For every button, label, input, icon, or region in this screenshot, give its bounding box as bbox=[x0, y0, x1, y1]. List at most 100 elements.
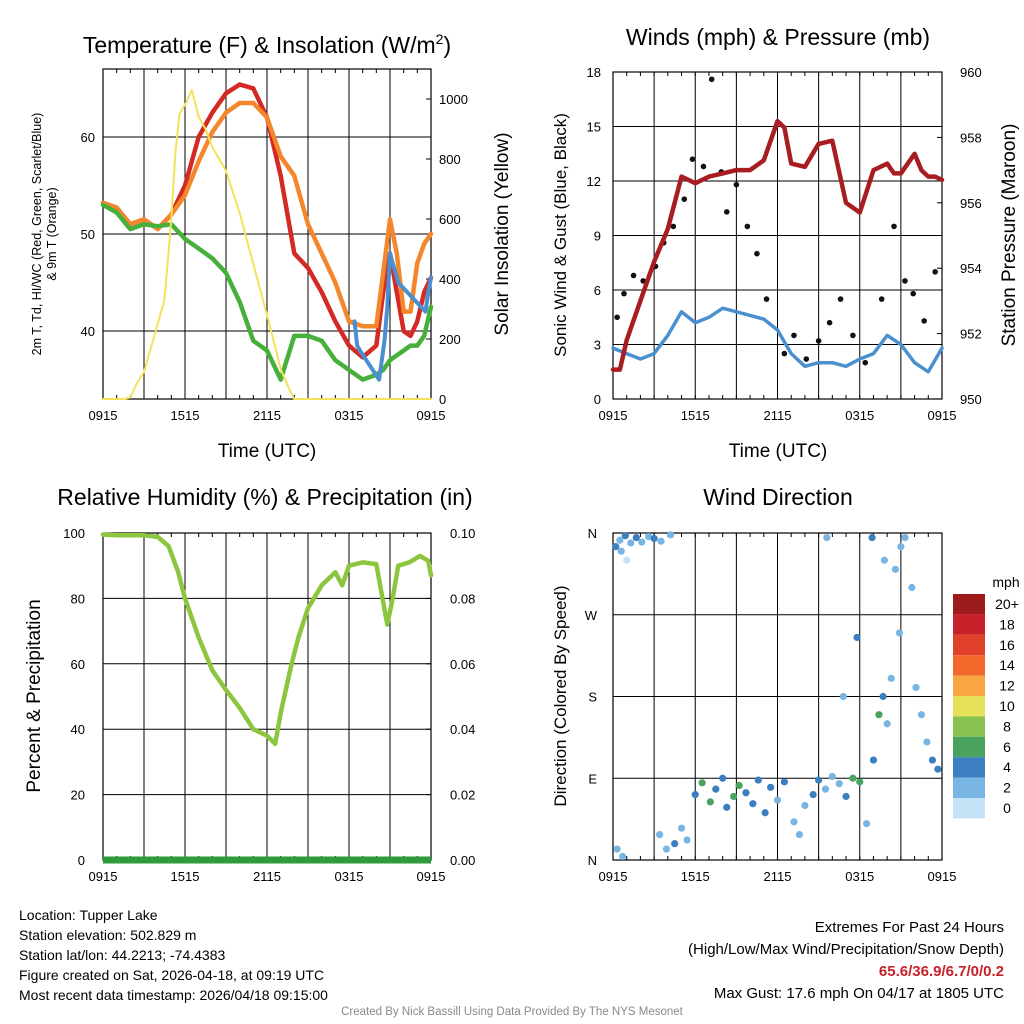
gust-point bbox=[754, 250, 760, 257]
direction-point bbox=[815, 776, 823, 784]
y-left-tick-label: 0 bbox=[78, 853, 85, 868]
x-tick-label: 1515 bbox=[171, 408, 200, 423]
colorbar-swatch bbox=[953, 757, 985, 778]
y-left-axis-label-2: & 9m T (Orange) bbox=[45, 187, 59, 280]
x-tick-label: 0315 bbox=[845, 408, 874, 423]
recent-timestamp: Most recent data timestamp: 2026/04/18 0… bbox=[19, 987, 328, 1003]
gust-point bbox=[902, 278, 908, 284]
colorbar-label: 12 bbox=[999, 678, 1015, 694]
gust-point bbox=[862, 359, 869, 366]
direction-point bbox=[767, 783, 775, 791]
x-tick-label: 0315 bbox=[845, 869, 874, 884]
y-left-tick-label: 40 bbox=[81, 324, 95, 339]
direction-point bbox=[645, 533, 653, 541]
station-info: Location: Tupper Lake Station elevation:… bbox=[19, 905, 328, 1005]
direction-point bbox=[719, 774, 727, 782]
credit-line: Created By Nick Bassill Using Data Provi… bbox=[341, 1006, 683, 1018]
y-right-tick-label: 800 bbox=[439, 152, 461, 167]
x-axis-label: Time (UTC) bbox=[729, 441, 828, 462]
chart-title-sup: 2 bbox=[436, 31, 444, 47]
colorbar-swatch bbox=[953, 798, 985, 819]
extremes-box: Extremes For Past 24 Hours (High/Low/Max… bbox=[688, 917, 1004, 1005]
x-tick-label: 0915 bbox=[599, 408, 628, 423]
gust-point bbox=[670, 223, 677, 230]
colorbar-label: 2 bbox=[1003, 780, 1011, 796]
y-right-tick-label: 0.06 bbox=[450, 657, 475, 672]
gust-point bbox=[733, 181, 740, 188]
direction-point bbox=[632, 533, 640, 542]
chart-title-main: Temperature (F) & Insolation (W/m bbox=[83, 32, 436, 58]
colorbar-swatch bbox=[953, 675, 985, 696]
direction-point bbox=[828, 772, 836, 781]
gust-point bbox=[932, 269, 938, 275]
y-left-tick-label: 60 bbox=[71, 657, 85, 672]
direction-point bbox=[749, 800, 757, 808]
y-right-tick-label: 954 bbox=[960, 261, 982, 276]
direction-point bbox=[856, 778, 864, 786]
direction-point bbox=[612, 543, 620, 551]
colorbar-swatch bbox=[953, 594, 985, 615]
direction-point bbox=[656, 830, 664, 839]
gust-point bbox=[791, 332, 797, 339]
direction-point bbox=[895, 629, 904, 637]
direction-point bbox=[662, 845, 671, 853]
direction-point bbox=[773, 796, 782, 804]
y-left-tick-label: 20 bbox=[71, 788, 85, 803]
direction-point bbox=[638, 538, 646, 546]
x-tick-label: 1515 bbox=[171, 869, 200, 884]
direction-point bbox=[887, 674, 895, 682]
direction-point bbox=[863, 820, 871, 828]
y-right-tick-label: 958 bbox=[960, 130, 982, 145]
direction-point bbox=[613, 845, 621, 853]
y-right-tick-label: 0.02 bbox=[450, 788, 475, 803]
direction-point bbox=[891, 565, 899, 573]
direction-point bbox=[868, 533, 876, 542]
direction-point bbox=[809, 791, 817, 799]
colorbar-swatch bbox=[953, 777, 985, 798]
direction-point bbox=[742, 789, 750, 797]
y-left-tick-label: 0 bbox=[594, 392, 601, 407]
y-left-axis-label: Percent & Precipitation bbox=[24, 599, 45, 792]
direction-point bbox=[880, 556, 889, 564]
gust-point bbox=[921, 318, 927, 324]
gust-point bbox=[763, 296, 770, 302]
x-tick-label: 2115 bbox=[764, 869, 792, 884]
x-tick-label: 1515 bbox=[681, 408, 710, 423]
colorbar-title: mph bbox=[992, 574, 1019, 590]
y-left-axis-label: Direction (Colored By Speed) bbox=[551, 585, 570, 806]
direction-point bbox=[712, 785, 720, 793]
direction-point bbox=[917, 711, 926, 719]
colorbar-swatch bbox=[953, 736, 985, 758]
direction-point bbox=[790, 818, 798, 826]
direction-point bbox=[879, 692, 887, 701]
y-direction-label: N bbox=[588, 853, 597, 868]
y-right-tick-label: 0.08 bbox=[450, 591, 475, 606]
direction-point bbox=[821, 785, 830, 793]
station-latlon: Station lat/lon: 44.2213; -74.4383 bbox=[19, 947, 226, 963]
y-right-tick-label: 0.00 bbox=[450, 853, 475, 868]
y-left-tick-label: 100 bbox=[63, 526, 85, 541]
direction-point bbox=[706, 798, 714, 806]
direction-point bbox=[849, 774, 857, 782]
y-left-tick-label: 12 bbox=[587, 174, 601, 189]
y-direction-label: W bbox=[585, 608, 598, 623]
chart-title: Temperature (F) & Insolation (W/m2) bbox=[83, 31, 451, 58]
direction-point bbox=[908, 583, 916, 592]
direction-point bbox=[823, 533, 831, 542]
x-tick-label: 2115 bbox=[764, 408, 792, 423]
direction-point bbox=[623, 556, 631, 564]
y-left-tick-label: 9 bbox=[594, 229, 601, 244]
colorbar-label: 20+ bbox=[995, 596, 1019, 612]
series-line-relative-humidity bbox=[100, 532, 434, 747]
x-tick-label: 0915 bbox=[89, 869, 118, 884]
chart-title: Wind Direction bbox=[703, 484, 853, 510]
x-tick-label: 0915 bbox=[928, 408, 957, 423]
direction-point bbox=[842, 792, 850, 801]
gust-point bbox=[614, 314, 620, 321]
y-left-tick-label: 50 bbox=[81, 227, 95, 242]
y-right-axis-label: Solar Insolation (Yellow) bbox=[492, 132, 513, 335]
colorbar-label: 18 bbox=[999, 616, 1015, 632]
y-left-tick-label: 18 bbox=[587, 65, 601, 80]
y-left-tick-label: 40 bbox=[71, 722, 85, 737]
direction-point bbox=[801, 801, 809, 810]
